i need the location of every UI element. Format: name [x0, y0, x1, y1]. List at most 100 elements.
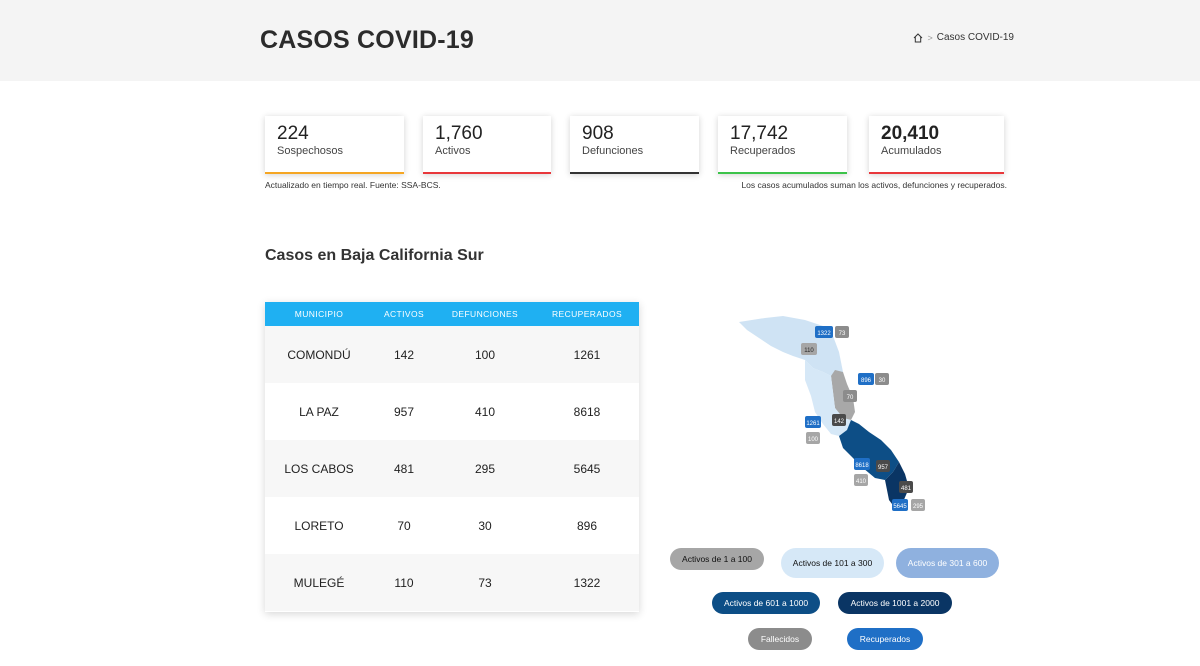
cell-activos: 142 [393, 347, 415, 362]
map-badge [858, 373, 874, 385]
map-region-mulege[interactable] [739, 316, 843, 376]
cell-municipio: LORETO [294, 518, 344, 533]
bcs-map: 1322 73 110 896 30 70 1261 100 142 8618 … [739, 316, 925, 511]
cell-municipio: LA PAZ [299, 404, 339, 419]
legend-activos-1-100[interactable]: Activos de 1 a 100 [670, 548, 764, 570]
stat-label: Defunciones [582, 145, 644, 157]
map-label-loreto-recuperados: 896 [861, 378, 872, 384]
stat-card-defunciones: 908 Defunciones [570, 116, 699, 174]
cell-municipio: LOS CABOS [284, 461, 354, 476]
cell-recuperados: 5645 [573, 461, 601, 476]
map-label-loreto-activos: 70 [847, 395, 854, 401]
cell-defunciones: 410 [474, 404, 496, 419]
map-badge [806, 432, 820, 444]
table-row: LA PAZ 957 410 8618 [265, 383, 639, 440]
map-badge [835, 326, 849, 338]
legend-recuperados[interactable]: Recuperados [847, 628, 923, 650]
map-label-la-paz-defunciones: 410 [856, 479, 867, 485]
map-badge [892, 499, 908, 511]
map-label-mulege-recuperados: 1322 [817, 331, 831, 337]
column-header: RECUPERADOS [551, 309, 623, 319]
stat-card-activos: 1,760 Activos [423, 116, 551, 174]
map-label-comondu-recuperados: 1261 [806, 421, 820, 427]
table-header: MUNICIPIO ACTIVOS DEFUNCIONES RECUPERADO… [265, 302, 639, 326]
page-title: CASOS COVID-19 [260, 26, 474, 54]
map-label-comondu-defunciones: 100 [808, 437, 819, 443]
stat-bar [423, 172, 551, 174]
legend-fallecidos[interactable]: Fallecidos [748, 628, 812, 650]
stat-value: 1,760 [435, 123, 483, 144]
stat-value: 908 [582, 123, 614, 144]
cell-municipio: COMONDÚ [287, 347, 351, 362]
cases-table: MUNICIPIO ACTIVOS DEFUNCIONES RECUPERADO… [265, 302, 639, 612]
stat-card-acumulados: 20,410 Acumulados [869, 116, 1004, 174]
stat-bar [265, 172, 404, 174]
stat-bar [570, 172, 699, 174]
map-badge [801, 343, 817, 355]
breadcrumb: > Casos COVID-19 [913, 32, 1014, 43]
legend-activos-601-1000[interactable]: Activos de 601 a 1000 [712, 592, 820, 614]
column-header: MUNICIPIO [294, 309, 344, 319]
cell-recuperados: 1322 [573, 575, 601, 590]
table-row: COMONDÚ 142 100 1261 [265, 326, 639, 383]
map-label-mulege-defunciones: 73 [839, 331, 846, 337]
map-badge [854, 458, 870, 470]
breadcrumb-separator: > [927, 32, 933, 43]
map-badge [875, 373, 889, 385]
stat-bar [718, 172, 847, 174]
map-label-comondu-activos: 142 [834, 419, 845, 425]
stat-label: Acumulados [881, 145, 942, 157]
map-region-la-paz[interactable] [839, 420, 899, 480]
cell-activos: 110 [394, 575, 414, 590]
table-row: MULEGÉ 110 73 1322 [265, 554, 639, 611]
stat-card-recuperados: 17,742 Recuperados [718, 116, 847, 174]
breadcrumb-current: Casos COVID-19 [936, 32, 1014, 43]
map-badge [815, 326, 833, 338]
stat-card-sospechosos: 224 Sospechosos [265, 116, 404, 174]
map-badge [854, 474, 868, 486]
map-badge [805, 416, 821, 428]
stat-value: 17,742 [730, 123, 789, 144]
map-label-los-cabos-recuperados: 5645 [893, 504, 907, 510]
legend-activos-301-600[interactable]: Activos de 301 a 600 [896, 548, 999, 578]
section-title: Casos en Baja California Sur [265, 247, 484, 264]
stat-value: 224 [277, 123, 309, 144]
cell-defunciones: 30 [478, 518, 492, 533]
cell-activos: 70 [397, 518, 411, 533]
column-header: ACTIVOS [383, 309, 425, 319]
cell-activos: 481 [393, 461, 415, 476]
cell-activos: 957 [393, 404, 415, 419]
legend-activos-1001-2000[interactable]: Activos de 1001 a 2000 [838, 592, 952, 614]
top-header-bar [0, 0, 1200, 81]
cell-defunciones: 100 [474, 347, 496, 362]
map-label-la-paz-recuperados: 8618 [855, 463, 869, 469]
table-row: LORETO 70 30 896 [265, 497, 639, 554]
home-icon[interactable] [913, 32, 923, 43]
cell-defunciones: 295 [474, 461, 496, 476]
map-region-los-cabos[interactable] [885, 462, 909, 508]
accumulated-note: Los casos acumulados suman los activos, … [741, 180, 1007, 190]
cell-defunciones: 73 [478, 575, 492, 590]
map-badge [911, 499, 925, 511]
stat-label: Sospechosos [277, 145, 344, 157]
stat-label: Activos [435, 145, 471, 157]
map-label-mulege-activos: 110 [804, 348, 814, 354]
stat-label: Recuperados [730, 145, 796, 157]
source-note: Actualizado en tiempo real. Fuente: SSA-… [265, 180, 441, 190]
map-badge [876, 460, 890, 472]
table-row: LOS CABOS 481 295 5645 [265, 440, 639, 497]
map-label-loreto-defunciones: 30 [879, 378, 886, 384]
cell-recuperados: 896 [576, 518, 598, 533]
legend-activos-101-300[interactable]: Activos de 101 a 300 [781, 548, 884, 578]
map-badge [832, 414, 846, 426]
cell-recuperados: 1261 [573, 347, 601, 362]
cell-municipio: MULEGÉ [293, 575, 345, 590]
map-label-los-cabos-activos: 481 [901, 486, 912, 492]
cell-recuperados: 8618 [573, 404, 601, 419]
stat-value: 20,410 [881, 123, 940, 144]
map-badge [843, 390, 857, 402]
map-label-los-cabos-defunciones: 295 [913, 504, 924, 510]
column-header: DEFUNCIONES [451, 309, 519, 319]
stat-bar [869, 172, 1004, 174]
map-label-la-paz-activos: 957 [878, 465, 889, 471]
